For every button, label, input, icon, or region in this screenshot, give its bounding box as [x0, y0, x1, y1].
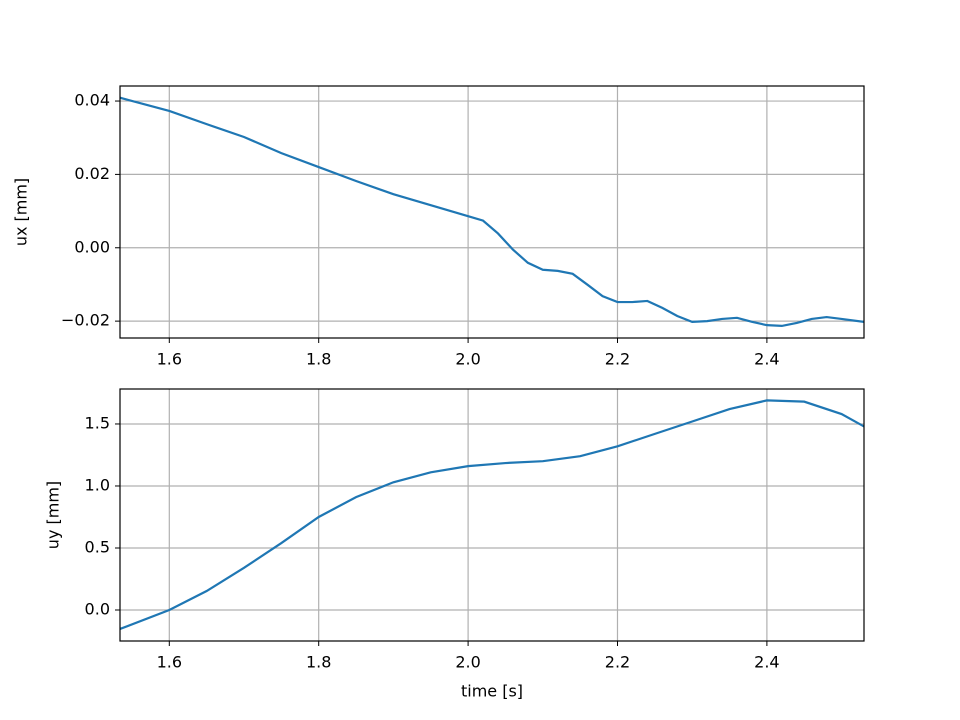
- x-tick-label: 2.4: [754, 653, 779, 672]
- y-tick-label: −0.02: [61, 311, 110, 330]
- y-tick-label: 0.04: [74, 91, 110, 110]
- y-tick-label: 0.02: [74, 164, 110, 183]
- x-tick-label: 2.2: [605, 653, 630, 672]
- x-tick-label: 1.6: [157, 653, 182, 672]
- y-axis-label: uy [mm]: [44, 481, 63, 549]
- x-tick-label: 1.6: [157, 350, 182, 369]
- x-tick-label: 1.8: [306, 350, 331, 369]
- data-line: [120, 399, 864, 630]
- x-tick-label: 2.4: [754, 350, 779, 369]
- y-tick-label: 0.00: [74, 237, 110, 256]
- y-tick-label: 0.0: [85, 599, 110, 618]
- x-tick-label: 2.0: [455, 653, 480, 672]
- axes-frame: [119, 388, 865, 642]
- axes-frame: [119, 85, 865, 339]
- y-tick-label: 0.5: [85, 537, 110, 556]
- y-tick-label: 1.0: [85, 475, 110, 494]
- x-tick-label: 2.2: [605, 350, 630, 369]
- data-line: [120, 96, 864, 328]
- subplot: 1.6 1.8 2.0 2.2 2.4 −0.02 0.00 0.02 0.04 ux [mm]: [12, 85, 865, 369]
- y-axis-label: ux [mm]: [12, 178, 31, 246]
- x-tick-label: 2.0: [455, 350, 480, 369]
- x-tick-label: 1.8: [306, 653, 331, 672]
- subplot: 1.6 1.8 2.0 2.2 2.4 0.0 0.5 1.0 1.5 uy [mm] time […: [44, 388, 865, 701]
- x-axis-label: time [s]: [461, 682, 523, 701]
- y-tick-label: 1.5: [85, 413, 110, 432]
